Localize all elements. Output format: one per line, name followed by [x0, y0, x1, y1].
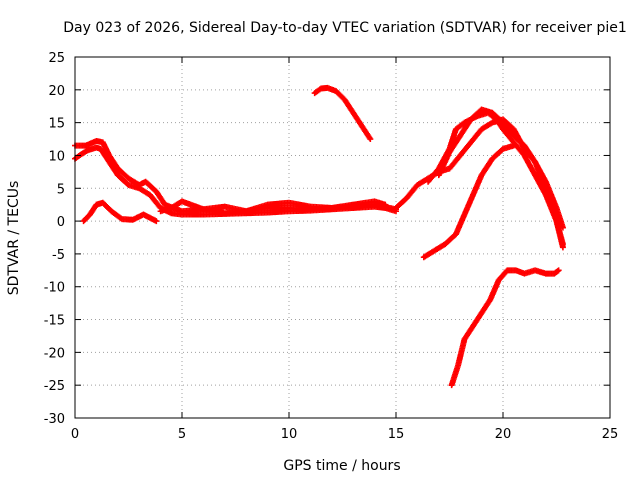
- y-tick-label: -25: [44, 379, 65, 394]
- x-axis-label: GPS time / hours: [283, 458, 400, 474]
- y-tick-label: -20: [44, 346, 65, 361]
- series-track-10: [448, 267, 562, 389]
- series-track-8: [435, 106, 566, 251]
- series-track-9: [420, 142, 517, 261]
- x-tick-label: 15: [388, 427, 405, 442]
- data-point: [559, 244, 566, 251]
- y-tick-label: -5: [52, 248, 65, 263]
- axis-ticks: 0 5 10 15 20 25 -30 -25 -20 -15 -10 -5 0 5 10 15 20 25: [44, 51, 619, 442]
- data-point: [367, 136, 374, 143]
- x-tick-label: 10: [281, 427, 298, 442]
- series-track-5: [311, 84, 374, 143]
- series-track-3: [80, 199, 160, 225]
- x-tick-label: 25: [602, 427, 619, 442]
- data-point: [554, 268, 561, 275]
- y-tick-label: -30: [44, 412, 65, 427]
- y-tick-label: -10: [44, 281, 65, 296]
- x-tick-label: 0: [71, 427, 79, 442]
- y-tick-label: -15: [44, 314, 65, 329]
- data-points: [72, 84, 566, 389]
- y-tick-label: 0: [57, 215, 65, 230]
- y-tick-label: 25: [48, 51, 65, 66]
- plot-frame: [74, 56, 611, 419]
- y-tick-label: 15: [48, 117, 65, 132]
- y-axis-label: SDTVAR / TECUs: [6, 181, 22, 296]
- x-tick-label: 20: [495, 427, 512, 442]
- x-tick-label: 5: [178, 427, 186, 442]
- chart-title: Day 023 of 2026, Sidereal Day-to-day VTE…: [63, 20, 627, 36]
- data-point: [510, 142, 517, 149]
- y-tick-label: 10: [48, 149, 65, 164]
- data-point: [153, 218, 160, 225]
- data-point: [555, 267, 562, 274]
- y-tick-label: 5: [57, 182, 65, 197]
- y-tick-label: 20: [48, 84, 65, 99]
